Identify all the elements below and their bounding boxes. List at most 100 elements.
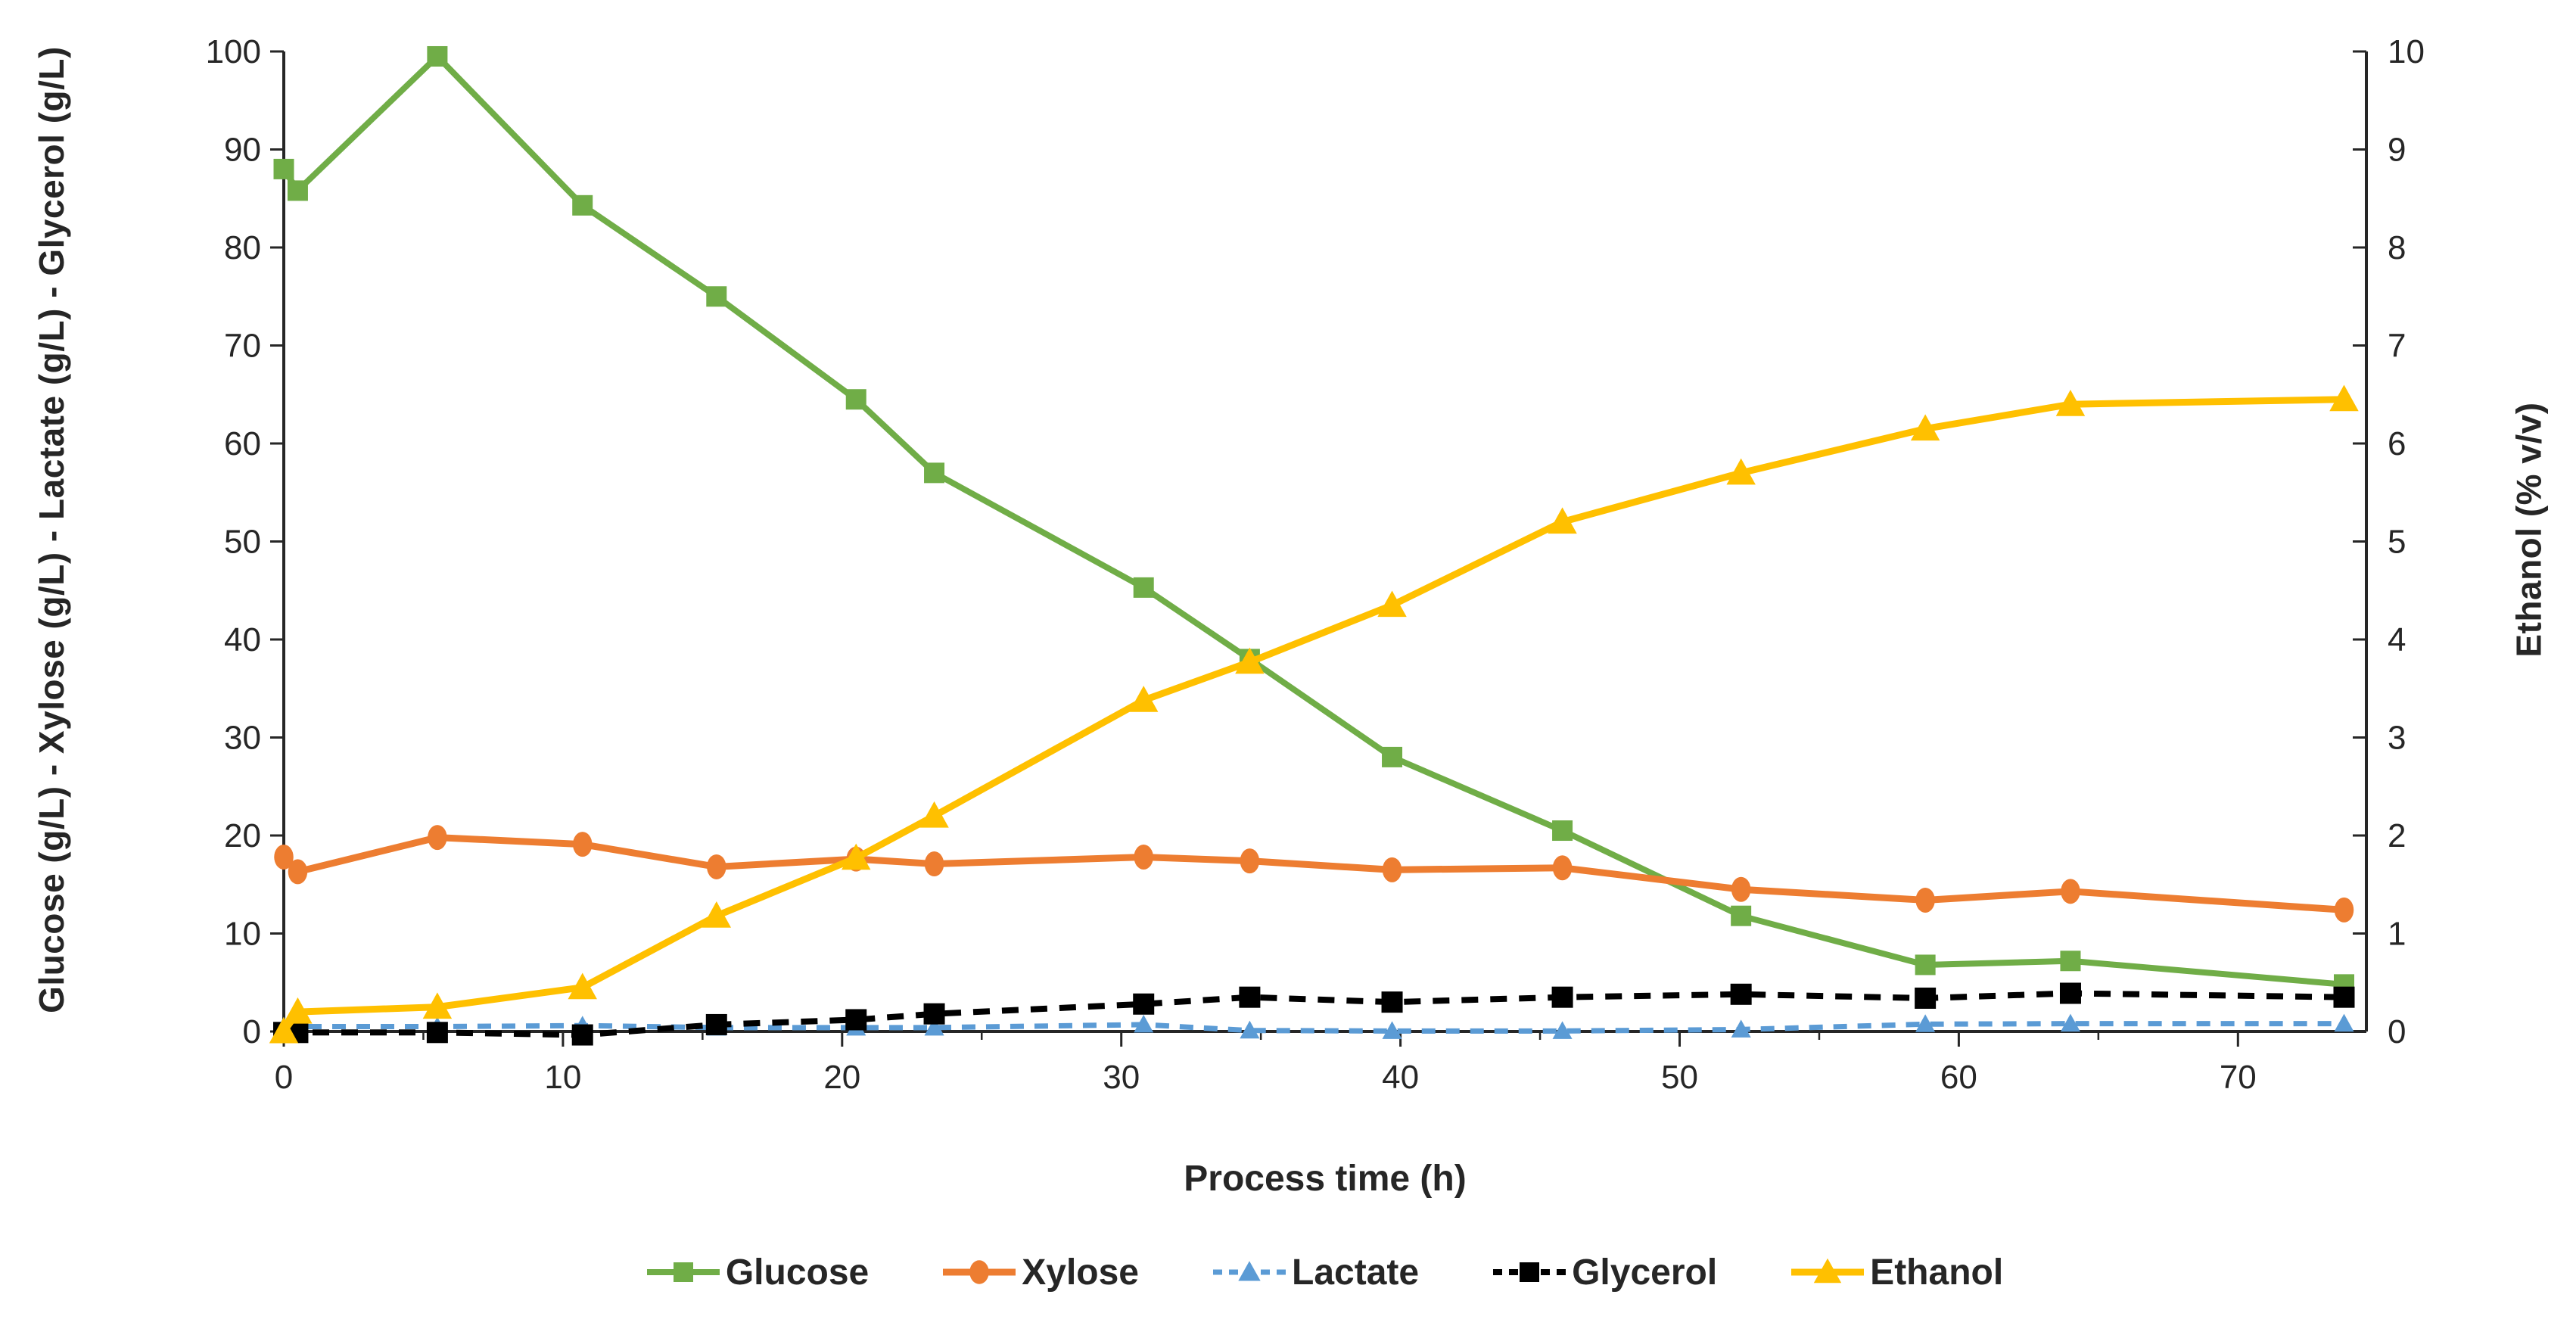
left-y-axis-tick-label: 30 — [224, 720, 261, 757]
glycerol-marker — [2059, 982, 2081, 1004]
right-y-axis-tick-label: 5 — [2388, 524, 2406, 561]
ethanol-marker — [1910, 414, 1940, 441]
ethanol-marker — [1128, 686, 1159, 712]
legend-item-ethanol: Ethanol — [1790, 1252, 2003, 1293]
glycerol-marker — [1730, 983, 1752, 1005]
xylose-marker — [2061, 879, 2080, 904]
right-y-axis-tick-label: 8 — [2388, 229, 2406, 266]
glycerol-marker — [2333, 986, 2355, 1008]
x-axis-tick-label: 30 — [1103, 1059, 1140, 1096]
xylose-marker — [1915, 887, 1935, 913]
ethanol-marker — [283, 997, 313, 1024]
ethanol-marker — [422, 992, 453, 1019]
glycerol-marker — [1551, 986, 1573, 1008]
glucose-marker — [1133, 577, 1154, 598]
glucose-marker — [572, 194, 593, 216]
x-axis-tick-label: 20 — [823, 1059, 860, 1096]
right-y-axis-title: Ethanol (% v/v) — [2484, 30, 2574, 1029]
glycerol-marker — [571, 1024, 593, 1046]
xylose-marker — [1240, 848, 1260, 874]
legend-label: Ethanol — [1870, 1252, 2004, 1293]
left-y-axis-tick-label: 50 — [224, 524, 261, 561]
glucose-marker — [2060, 951, 2081, 972]
lactate-marker — [924, 1017, 944, 1036]
glycerol-marker — [1381, 991, 1403, 1013]
xylose-legend-marker-icon — [943, 1260, 1016, 1284]
x-axis-title: Process time (h) — [284, 1144, 2366, 1212]
legend-label: Xylose — [1022, 1252, 1139, 1293]
x-axis-tick-label: 50 — [1661, 1059, 1698, 1096]
xylose-marker — [428, 825, 447, 851]
ethanol-marker — [269, 1016, 299, 1044]
lactate-marker — [1134, 1014, 1154, 1033]
right-y-axis-tick-label: 10 — [2388, 33, 2425, 70]
glucose-series — [273, 45, 2354, 995]
xylose-legend-marker — [969, 1260, 989, 1284]
x-axis-title-text: Process time (h) — [1184, 1158, 1467, 1199]
x-axis-tick-label: 40 — [1382, 1059, 1419, 1096]
xylose-series — [274, 825, 2354, 923]
xylose-marker — [2334, 897, 2354, 923]
ethanol-series — [269, 384, 2359, 1044]
glucose-marker — [845, 389, 866, 410]
lactate-marker — [2060, 1013, 2080, 1032]
lactate-marker — [1552, 1021, 1573, 1039]
ethanol-marker — [702, 901, 732, 928]
glycerol-legend-marker — [1520, 1262, 1540, 1282]
ethanol-marker — [1235, 647, 1265, 674]
left-y-axis-tick-label: 80 — [224, 229, 261, 266]
right-y-axis-title-text: Ethanol (% v/v) — [2509, 402, 2549, 658]
left-y-axis-tick-label: 90 — [224, 132, 261, 169]
ethanol-marker — [2055, 389, 2086, 416]
lactate-marker — [1731, 1019, 1751, 1038]
glycerol-legend-marker-icon — [1493, 1262, 1566, 1282]
ethanol-line — [281, 396, 2344, 1034]
glucose-marker — [1382, 746, 1403, 767]
x-axis-tick-label: 70 — [2220, 1059, 2257, 1096]
glucose-marker — [924, 462, 945, 484]
lactate-legend-marker — [1238, 1261, 1261, 1281]
lactate-legend-marker-icon — [1213, 1261, 1286, 1281]
xylose-line — [281, 834, 2344, 913]
x-axis-tick-label: 60 — [1940, 1059, 1977, 1096]
legend-item-glucose: Glucose — [646, 1252, 869, 1293]
right-y-axis-tick-label: 1 — [2388, 916, 2406, 953]
left-y-axis-title: Glucose (g/L) - Xylose (g/L) - Lactate (… — [6, 30, 97, 1029]
lactate-marker — [1240, 1020, 1260, 1039]
legend-label: Lactate — [1292, 1252, 1420, 1293]
ethanol-legend-marker — [1813, 1258, 1842, 1284]
xylose-marker — [1382, 857, 1402, 882]
ethanol-marker — [842, 843, 871, 870]
right-y-axis-tick-label: 4 — [2388, 621, 2406, 658]
glucose-marker — [1915, 954, 1936, 975]
lactate-marker — [1915, 1014, 1936, 1032]
lactate-marker — [1382, 1021, 1402, 1039]
glycerol-line — [284, 990, 2344, 1038]
glucose-legend-marker — [673, 1262, 693, 1282]
left-y-axis-tick-label: 20 — [224, 817, 261, 854]
right-y-axis-tick-label: 6 — [2388, 425, 2406, 462]
legend-item-lactate: Lactate — [1212, 1252, 1419, 1293]
ethanol-marker — [568, 972, 597, 1000]
x-axis-tick-label: 10 — [544, 1059, 581, 1096]
legend-item-glycerol: Glycerol — [1492, 1252, 1717, 1293]
xylose-marker — [572, 832, 593, 857]
ethanol-legend-marker-icon — [1791, 1258, 1865, 1284]
right-y-axis-tick-label: 7 — [2388, 328, 2406, 365]
ethanol-marker — [1726, 458, 1756, 485]
glucose-marker — [1731, 905, 1752, 926]
right-y-axis-tick-label: 9 — [2388, 132, 2406, 169]
x-axis-tick-label: 0 — [275, 1059, 293, 1096]
ethanol-marker — [1548, 507, 1577, 534]
xylose-marker — [924, 851, 944, 877]
glycerol-marker — [1915, 987, 1937, 1009]
left-y-axis-tick-label: 40 — [224, 621, 261, 658]
xylose-marker — [274, 844, 294, 870]
left-y-axis-tick-label: 70 — [224, 328, 261, 365]
glycerol-marker — [845, 1009, 867, 1031]
left-y-axis-tick-label: 10 — [224, 916, 261, 953]
left-y-axis-tick-label: 100 — [206, 33, 261, 70]
